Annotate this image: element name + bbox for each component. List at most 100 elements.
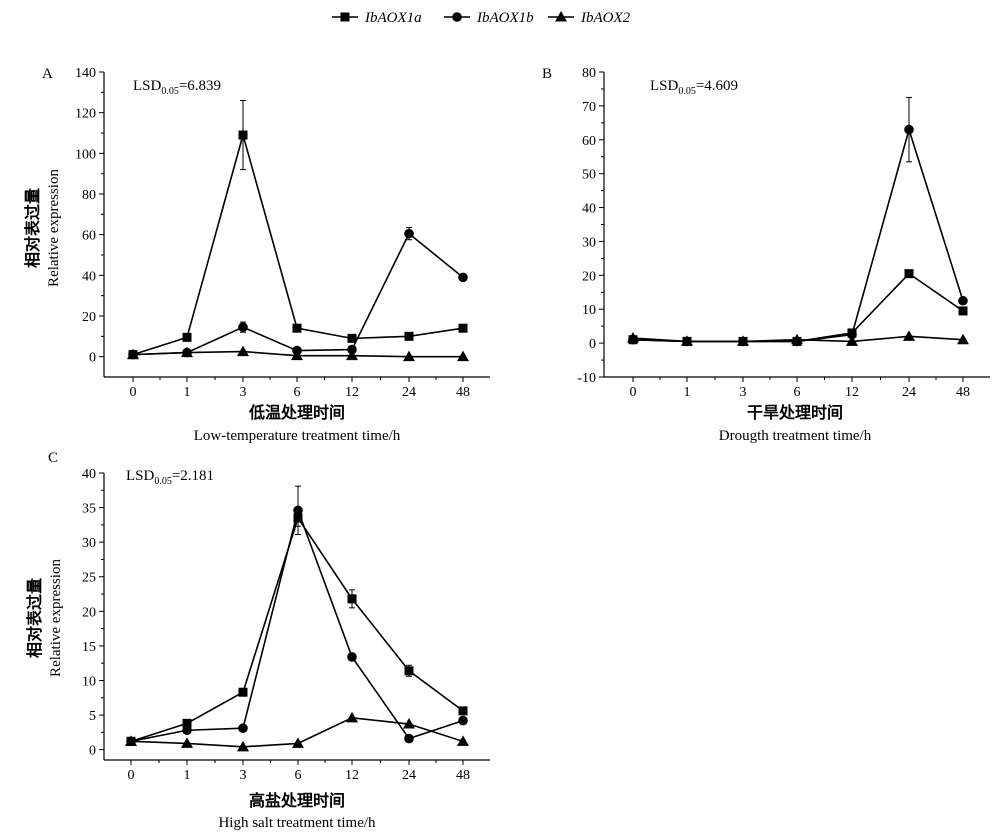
panel-c-data-point-IbAOX2 bbox=[457, 735, 469, 746]
panel-c-x-tick-label: 0 bbox=[128, 768, 135, 783]
panel-b-data-point-IbAOX1a bbox=[958, 306, 968, 316]
panel-a-data-point-IbAOX2 bbox=[291, 349, 303, 361]
panel-c-data-point-IbAOX1b bbox=[293, 505, 303, 516]
panel-a-x-tick-label: 0 bbox=[130, 385, 137, 400]
panel-b-y-tick-label: 10 bbox=[582, 303, 596, 318]
panel-a-data-point-IbAOX1a bbox=[292, 323, 302, 333]
lsd-annotation-b: LSD0.05=4.609 bbox=[650, 78, 738, 97]
panel-a-y-tick-label: 0 bbox=[89, 351, 96, 366]
panel-a-x-tick-label: 24 bbox=[402, 385, 416, 400]
panel-b-y-tick-label: 60 bbox=[582, 134, 596, 149]
panel-b-data-point-IbAOX1a bbox=[904, 269, 914, 279]
panel-c-data-point-IbAOX1a bbox=[182, 718, 192, 728]
panel-c-y-tick-label: 35 bbox=[82, 502, 96, 517]
panel-letter-a: A bbox=[42, 66, 53, 82]
panel-c-y-tick-label: 30 bbox=[82, 536, 96, 551]
panel-c-y-tick-label: 40 bbox=[82, 467, 96, 482]
panel-a-y-tick-label: 40 bbox=[82, 269, 96, 284]
panel-b-x-tick-label: 48 bbox=[956, 385, 970, 400]
panel-a-x-tick-label: 6 bbox=[294, 385, 301, 400]
panel-a-x-tick-label: 1 bbox=[184, 385, 191, 400]
panel-b-data-point-IbAOX1b bbox=[958, 295, 968, 306]
legend: IbAOX1a IbAOX1b IbAOX2 bbox=[332, 10, 631, 26]
panel-b: B LSD0.05=4.609 干旱处理时间 Drougth treatment… bbox=[542, 66, 990, 444]
panel-a-x-tick-label: 12 bbox=[345, 385, 359, 400]
legend-label-IbAOX1b: IbAOX1b bbox=[476, 10, 534, 26]
panel-c-data-point-IbAOX2 bbox=[181, 737, 193, 748]
x-axis-label-cn-a: 低温处理时间 bbox=[248, 403, 345, 422]
panel-a-data-point-IbAOX2 bbox=[457, 350, 469, 362]
panel-c-x-tick-label: 1 bbox=[184, 768, 191, 783]
panel-b-data-point-IbAOX2 bbox=[681, 335, 693, 346]
panel-a-data-point-IbAOX1a bbox=[458, 323, 468, 333]
x-axis-label-cn-b: 干旱处理时间 bbox=[747, 403, 843, 422]
lsd-annotation-a: LSD0.05=6.839 bbox=[133, 78, 221, 97]
panel-c-x-tick-label: 6 bbox=[295, 768, 302, 783]
panel-a-y-tick-label: 120 bbox=[75, 107, 96, 122]
lsd-annotation-c: LSD0.05=2.181 bbox=[126, 468, 214, 487]
panel-a-y-tick-label: 100 bbox=[75, 147, 96, 162]
panel-c-y-tick-label: 15 bbox=[82, 640, 96, 655]
panel-a-y-tick-label: 60 bbox=[82, 229, 96, 244]
panel-b-x-tick-label: 1 bbox=[684, 385, 691, 400]
panel-c-series-line-IbAOX1a bbox=[130, 516, 464, 743]
panel-b-x-tick-label: 12 bbox=[845, 385, 859, 400]
panel-c-y-tick-label: 0 bbox=[89, 744, 96, 759]
panel-c-y-tick-label: 5 bbox=[89, 709, 96, 724]
panel-a-data-point-IbAOX1a bbox=[182, 332, 192, 342]
x-axis-label-en-a: Low-temperature treatment time/h bbox=[194, 428, 401, 444]
panel-c-data-point-IbAOX2 bbox=[237, 740, 249, 752]
panel-letter-b: B bbox=[542, 66, 552, 82]
panel-c-data-point-IbAOX1a bbox=[404, 666, 414, 676]
legend-label-IbAOX2: IbAOX2 bbox=[580, 10, 631, 26]
y-axis-label-cn-c: 相对表过量 bbox=[25, 578, 44, 658]
panel-c-data-point-IbAOX1b bbox=[404, 733, 414, 744]
panel-b-data-point-IbAOX2 bbox=[846, 335, 858, 346]
panel-c-y-tick-label: 10 bbox=[82, 674, 96, 689]
panel-c-data-point-IbAOX1a bbox=[347, 594, 357, 604]
panel-a-data-point-IbAOX1a bbox=[404, 331, 414, 341]
panel-c-data-point-IbAOX2 bbox=[346, 711, 358, 723]
panel-a-data-point-IbAOX1b bbox=[458, 272, 468, 283]
panel-b-data-point-IbAOX2 bbox=[737, 335, 749, 346]
panel-a-series-line-IbAOX1a bbox=[132, 132, 464, 356]
panel-b-x-tick-label: 3 bbox=[740, 385, 747, 400]
y-axis-label-cn-a: 相对表过量 bbox=[23, 188, 42, 268]
panel-a-data-point-IbAOX2 bbox=[181, 346, 193, 358]
panel-b-y-tick-label: 70 bbox=[582, 100, 596, 115]
x-axis-label-en-b: Drougth treatment time/h bbox=[719, 428, 872, 444]
panel-a-x-tick-label: 3 bbox=[240, 385, 247, 400]
panel-a-data-point-IbAOX1a bbox=[238, 130, 248, 140]
panel-a-data-point-IbAOX1a bbox=[347, 333, 357, 343]
panel-a-data-point-IbAOX2 bbox=[127, 348, 139, 360]
panel-c-data-point-IbAOX1a bbox=[238, 687, 248, 697]
panel-c-x-tick-label: 3 bbox=[240, 768, 247, 783]
y-axis-label-en-a: Relative expression bbox=[46, 169, 62, 287]
panel-a-data-point-IbAOX2 bbox=[237, 345, 249, 357]
legend-label-IbAOX1a: IbAOX1a bbox=[364, 10, 422, 26]
panel-c-y-tick-label: 25 bbox=[82, 571, 96, 586]
panel-b-y-tick-label: 20 bbox=[582, 269, 596, 284]
panel-a-data-point-IbAOX1b bbox=[347, 344, 357, 355]
panel-a-y-tick-label: 80 bbox=[82, 188, 96, 203]
panel-a-y-tick-label: 20 bbox=[82, 310, 96, 325]
y-axis-label-en-c: Relative expression bbox=[48, 559, 64, 677]
legend-marker-IbAOX1a bbox=[340, 12, 350, 22]
panel-a-data-point-IbAOX1b bbox=[404, 228, 414, 239]
panel-b-data-point-IbAOX2 bbox=[627, 332, 639, 343]
panel-c-data-point-IbAOX2 bbox=[403, 718, 415, 729]
panel-a-data-point-IbAOX2 bbox=[403, 350, 415, 362]
panel-a-data-point-IbAOX2 bbox=[346, 349, 358, 361]
x-axis-label-cn-c: 高盐处理时间 bbox=[249, 791, 345, 810]
panel-b-data-point-IbAOX2 bbox=[791, 333, 803, 345]
panel-b-y-tick-label: 80 bbox=[582, 66, 596, 81]
panel-b-x-tick-label: 0 bbox=[630, 385, 637, 400]
panel-a-x-tick-label: 48 bbox=[456, 385, 470, 400]
panel-c-data-point-IbAOX1b bbox=[458, 715, 468, 726]
panel-c-series-line-IbAOX1b bbox=[130, 507, 464, 743]
panel-c-x-tick-label: 12 bbox=[345, 768, 359, 783]
panel-b-y-tick-label: 40 bbox=[582, 202, 596, 217]
panel-c-x-tick-label: 24 bbox=[402, 768, 416, 783]
legend-marker-IbAOX2 bbox=[555, 11, 567, 22]
